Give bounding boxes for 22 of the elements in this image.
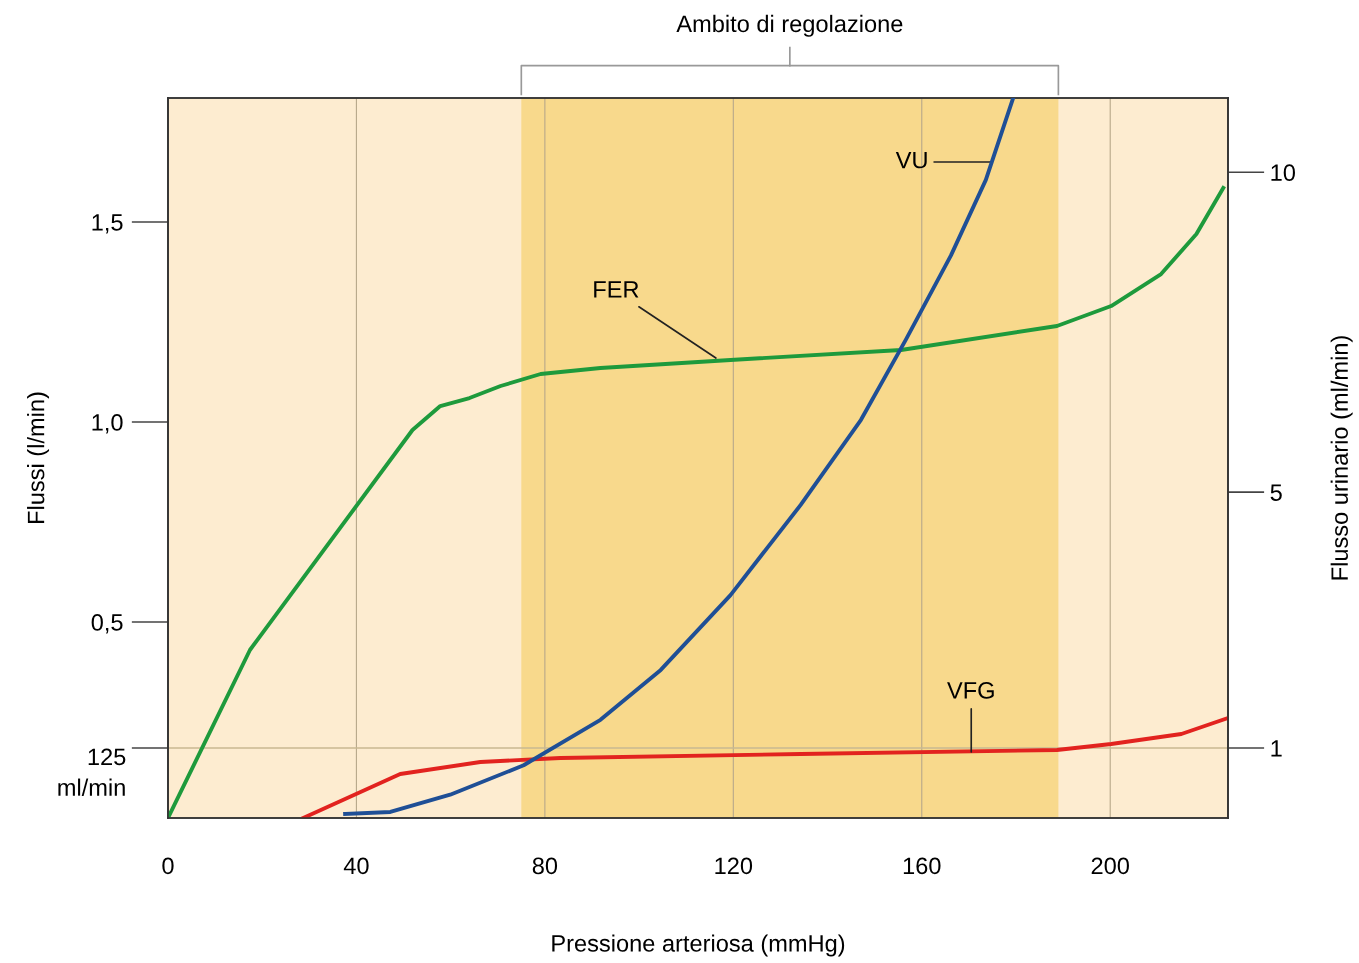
y2-tick-label: 5: [1270, 484, 1282, 501]
ref-line-label: 125 ml/min: [58, 748, 126, 796]
annotation: VU: [895, 151, 927, 169]
y2-axis-title: Flusso urinario (ml/min): [1330, 336, 1353, 580]
y-tick-label: 1,5: [92, 214, 123, 234]
line-series: [343, 98, 1016, 816]
x-tick-label: 120: [715, 857, 753, 875]
y-axis-title: Flussi (l/min): [27, 392, 50, 523]
y2-tick-label: 1: [1271, 740, 1282, 757]
y2-tick-label: 10: [1271, 164, 1295, 182]
annotation: FER: [594, 281, 639, 298]
x-tick-label: 40: [343, 857, 369, 875]
x-tick-label: 80: [532, 857, 558, 875]
x-axis-title: Pressione arteriosa (mmHg): [552, 934, 845, 957]
y-tick-label: 0,5: [91, 614, 123, 634]
x-tick-label: 0: [162, 857, 174, 875]
x-tick-label: 200: [1091, 857, 1129, 875]
y-tick-label: 1,0: [92, 414, 123, 434]
line-series: [301, 716, 1228, 818]
x-tick-label: 160: [903, 857, 941, 875]
annotation: VFG: [947, 681, 994, 699]
band-label: Ambito di regolazione: [676, 14, 903, 37]
